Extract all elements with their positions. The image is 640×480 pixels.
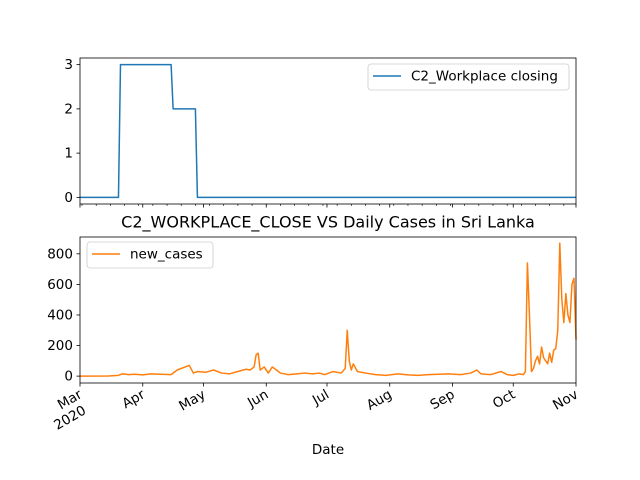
chart-title: C2_WORKPLACE_CLOSE VS Daily Cases in Sri… bbox=[121, 213, 535, 233]
y-tick-label: 0 bbox=[64, 369, 73, 385]
legend-label-workplace-closing: C2_Workplace closing bbox=[411, 69, 558, 85]
series-line-new-cases bbox=[79, 242, 577, 377]
legend-label-new-cases: new_cases bbox=[130, 247, 203, 263]
y-tick-label: 2 bbox=[64, 101, 73, 117]
y-tick-label: 200 bbox=[47, 338, 73, 354]
y-tick-label: 600 bbox=[47, 277, 73, 293]
workplace-closing-panel: 0 1 2 3 C2_Workplace closing bbox=[64, 57, 577, 208]
daily-cases-axes-frame bbox=[79, 236, 577, 384]
y-tick-label: 0 bbox=[64, 190, 73, 206]
daily-cases-plot-area bbox=[79, 242, 577, 377]
series-line-c2-workplace-closing bbox=[80, 63, 576, 199]
workplace-closing-x-axis bbox=[79, 204, 577, 208]
x-axis-label: Date bbox=[312, 442, 344, 458]
workplace-closing-y-axis: 0 1 2 3 bbox=[64, 57, 80, 206]
y-tick-label: 1 bbox=[64, 146, 73, 162]
y-tick-label: 400 bbox=[47, 307, 73, 323]
y-tick-label: 3 bbox=[64, 57, 73, 73]
x-tick-label: Jul bbox=[309, 387, 332, 410]
y-tick-label: 800 bbox=[47, 246, 73, 262]
workplace-closing-legend: C2_Workplace closing bbox=[367, 63, 570, 91]
daily-cases-y-axis: 0 200 400 600 800 bbox=[47, 246, 80, 385]
daily-cases-legend: new_cases bbox=[86, 241, 214, 269]
workplace-closing-axes-frame bbox=[79, 57, 577, 205]
workplace-closing-plot-area bbox=[80, 63, 576, 199]
legend-box bbox=[86, 241, 214, 269]
legend-box bbox=[367, 63, 570, 91]
